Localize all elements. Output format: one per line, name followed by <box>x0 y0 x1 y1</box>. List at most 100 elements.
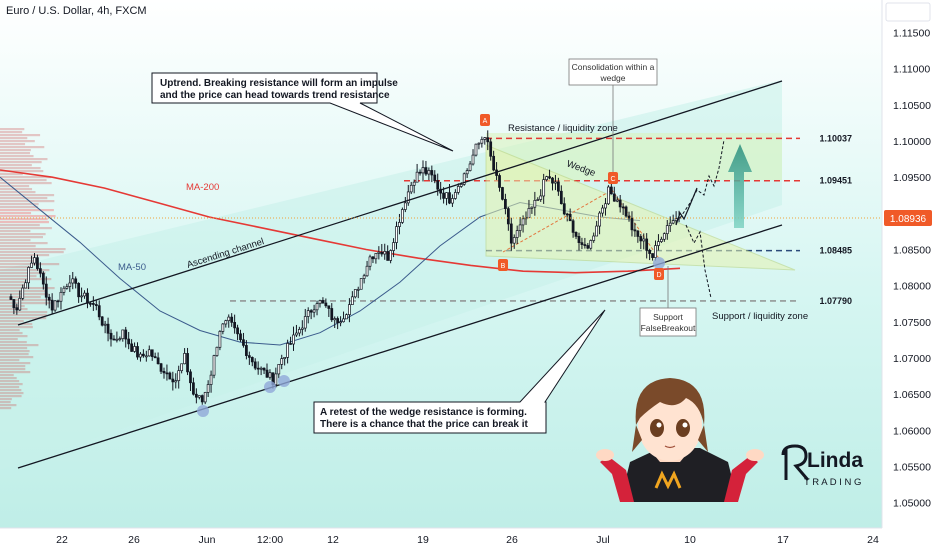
y-tick-label: 1.08000 <box>893 281 931 293</box>
y-tick-label: 1.09500 <box>893 172 931 184</box>
x-tick-label: 12:00 <box>257 534 283 546</box>
volume-profile-bar <box>0 398 12 401</box>
candle-body <box>197 395 201 398</box>
candle-body <box>421 167 425 174</box>
candle-body <box>318 300 322 305</box>
candle-body <box>521 218 525 226</box>
candle-body <box>144 355 148 358</box>
candle-body <box>386 251 390 261</box>
volume-profile-bar <box>0 341 27 344</box>
volume-profile-bar <box>0 389 22 392</box>
candle-body <box>153 356 157 359</box>
candle-body <box>668 222 672 226</box>
candle-body <box>212 355 216 376</box>
volume-profile-bar <box>0 392 24 395</box>
candle-body <box>215 346 219 356</box>
candle-body <box>280 358 284 365</box>
candle-body <box>36 257 39 269</box>
candle-body <box>589 240 593 249</box>
candle-body <box>456 186 460 193</box>
candle-body <box>642 238 646 242</box>
volume-profile-bar <box>0 170 44 173</box>
candle-body <box>218 331 222 348</box>
candle-body <box>91 303 95 305</box>
candle-body <box>289 343 292 345</box>
candle-body <box>389 250 393 261</box>
volume-profile-bar <box>0 215 56 218</box>
volume-profile-bar <box>0 356 34 359</box>
volume-profile-bar <box>0 131 23 134</box>
volume-profile-bar <box>0 404 17 407</box>
candle-body <box>200 395 204 403</box>
candle-body <box>121 329 125 339</box>
volume-profile-bar <box>0 206 39 209</box>
brand-subtitle: T R A D I N G <box>804 477 861 488</box>
candle-body <box>403 202 407 210</box>
volume-profile-bar <box>0 287 55 290</box>
svg-text:A: A <box>483 118 488 125</box>
candle-body <box>518 224 522 231</box>
support-touch-marker <box>278 375 290 387</box>
candle-body <box>483 137 487 140</box>
candle-body <box>47 296 51 301</box>
volume-profile-bar <box>0 257 35 260</box>
candle-body <box>74 278 78 284</box>
candle-body <box>562 203 566 215</box>
candle-body <box>156 357 160 365</box>
y-tick-label: 1.05500 <box>893 462 931 474</box>
y-tick-label: 1.11500 <box>893 28 930 40</box>
volume-profile-bar <box>0 242 48 245</box>
volume-profile-bar <box>0 248 66 251</box>
y-tick-label: 1.11000 <box>893 64 930 76</box>
character-illustration <box>596 378 764 502</box>
volume-profile-bar <box>0 323 33 326</box>
candle-body <box>498 175 501 188</box>
svg-text:FalseBreakout: FalseBreakout <box>641 323 696 333</box>
svg-text:C: C <box>610 176 615 183</box>
volume-profile-bar <box>0 299 51 302</box>
volume-profile-bar <box>0 188 33 191</box>
candle-body <box>536 199 540 201</box>
candle-body <box>68 282 72 287</box>
level-label: 1.10037 <box>819 133 852 143</box>
callout-support: Support FalseBreakout <box>639 266 697 337</box>
price-axis[interactable] <box>882 0 932 528</box>
axis-top-box[interactable] <box>885 2 931 22</box>
candle-body <box>398 222 401 227</box>
candle-body <box>180 363 184 372</box>
candle-body <box>542 179 546 197</box>
volume-profile-bar <box>0 269 50 272</box>
candle-body <box>38 268 42 274</box>
volume-profile-bar <box>0 173 23 176</box>
candle-body <box>662 233 666 240</box>
candle-body <box>71 278 75 284</box>
candle-body <box>97 305 101 318</box>
volume-profile-bar <box>0 329 20 332</box>
candle-body <box>615 199 619 202</box>
svg-text:and the price can head towards: and the price can head towards trend res… <box>160 90 390 101</box>
candle-body <box>171 378 175 383</box>
brand-logo: Linda T R A D I N G <box>781 444 863 488</box>
candle-body <box>56 300 60 303</box>
volume-profile-bar <box>0 164 32 167</box>
time-axis[interactable] <box>0 528 882 550</box>
candle-body <box>24 282 28 289</box>
candle-body <box>177 370 181 381</box>
volume-profile-bar <box>0 194 55 197</box>
volume-profile-bar <box>0 137 28 140</box>
candle-body <box>665 225 669 235</box>
channel-upper-line <box>17 80 783 326</box>
volume-profile-bar <box>0 233 46 236</box>
volume-profile-bar <box>0 278 52 281</box>
volume-profile-bar <box>0 143 26 146</box>
candle-body <box>512 237 516 244</box>
callout-retest: A retest of the wedge resistance is form… <box>313 309 606 434</box>
x-axis-ticks: 22 26 Jun 12:00 12 19 26 Jul 10 17 24 <box>56 534 879 546</box>
volume-profile-bar <box>0 176 52 179</box>
candle-body <box>674 218 678 221</box>
candle-body <box>12 299 16 309</box>
candle-body <box>645 238 649 251</box>
candle-body <box>524 217 528 220</box>
candle-body <box>565 213 569 216</box>
